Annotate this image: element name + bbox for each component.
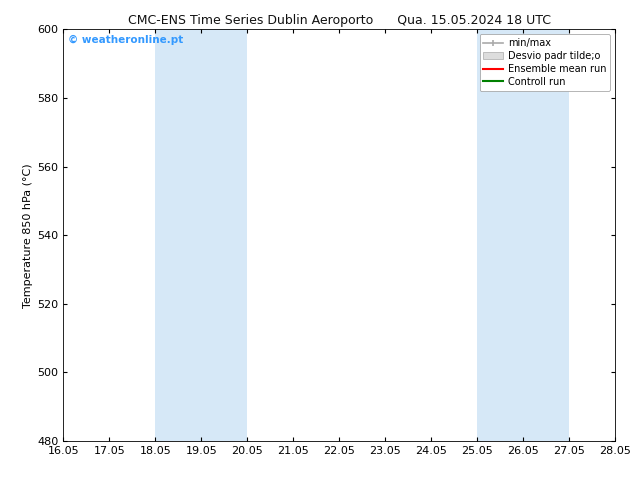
Text: © weatheronline.pt: © weatheronline.pt [68, 35, 183, 45]
Bar [477, 29, 569, 441]
Legend: min/max, Desvio padr tilde;o, Ensemble mean run, Controll run: min/max, Desvio padr tilde;o, Ensemble m… [479, 34, 610, 91]
Bar [155, 29, 247, 441]
Title: CMC-ENS Time Series Dublin Aeroporto      Qua. 15.05.2024 18 UTC: CMC-ENS Time Series Dublin Aeroporto Qua… [127, 14, 551, 27]
Y-axis label: Temperature 850 hPa (°C): Temperature 850 hPa (°C) [23, 163, 33, 308]
